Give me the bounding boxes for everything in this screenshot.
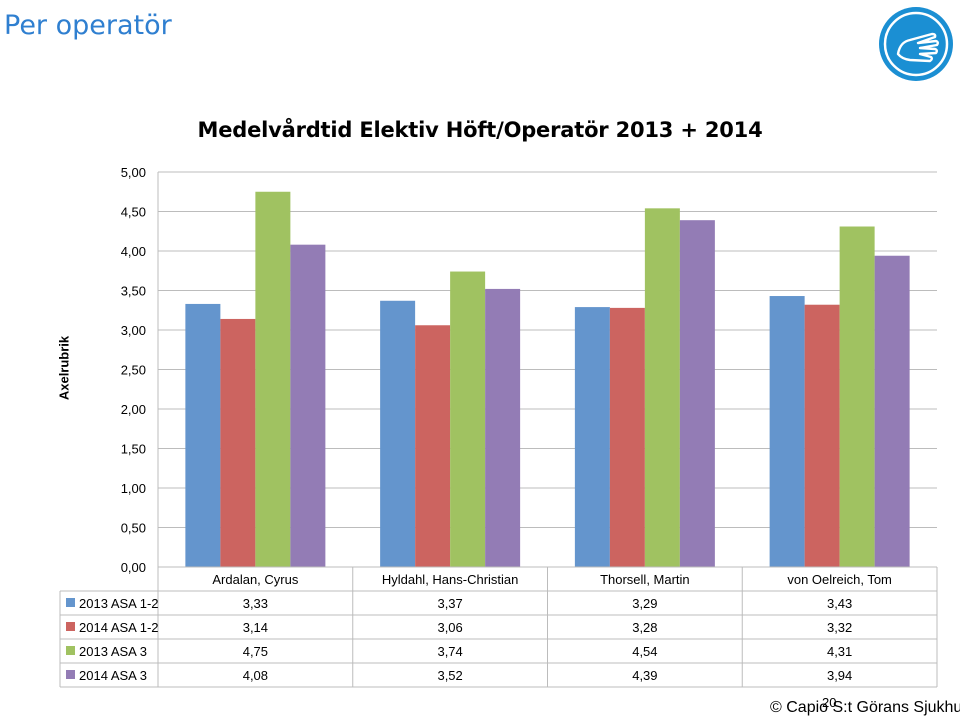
- bar: [769, 296, 805, 567]
- bar: [574, 307, 610, 567]
- legend-entry: 2013 ASA 1-2: [79, 596, 159, 611]
- bar: [644, 208, 680, 567]
- category-label: Thorsell, Martin: [600, 572, 690, 587]
- bar: [450, 271, 486, 567]
- data-label: 4,08: [243, 668, 268, 683]
- data-label: 3,52: [437, 668, 462, 683]
- data-label: 3,14: [243, 620, 268, 635]
- legend-entry: 2014 ASA 1-2: [79, 620, 159, 635]
- data-label: 3,28: [632, 620, 657, 635]
- legend-entry: 2013 ASA 3: [79, 644, 147, 659]
- legend-swatch: [66, 598, 75, 607]
- y-tick-label: 5,00: [121, 165, 146, 180]
- data-label: 3,94: [827, 668, 852, 683]
- bar: [485, 288, 521, 567]
- category-label: von Oelreich, Tom: [787, 572, 892, 587]
- bar: [255, 191, 291, 567]
- bars: [185, 191, 910, 568]
- data-label: 4,39: [632, 668, 657, 683]
- legend-swatch: [66, 646, 75, 655]
- y-tick-label: 2,00: [121, 402, 146, 417]
- bar: [290, 244, 326, 567]
- bar: [185, 303, 221, 567]
- legend-swatch: [66, 622, 75, 631]
- category-label: Hyldahl, Hans-Christian: [382, 572, 519, 587]
- data-label: 3,43: [827, 596, 852, 611]
- bar: [804, 304, 840, 567]
- data-label: 3,37: [437, 596, 462, 611]
- bar: [679, 220, 715, 567]
- data-label: 3,74: [437, 644, 462, 659]
- y-tick-label: 0,50: [121, 521, 146, 536]
- data-label: 3,29: [632, 596, 657, 611]
- y-tick-label: 3,50: [121, 284, 146, 299]
- y-tick-label: 3,00: [121, 323, 146, 338]
- y-tick-label: 4,00: [121, 244, 146, 259]
- bar: [380, 300, 416, 567]
- data-label: 4,54: [632, 644, 657, 659]
- hand-logo-icon: [879, 7, 953, 81]
- y-axis-ticks: 0,00 0,50 1,00 1,50 2,00 2,50 3,00 3,50 4,00 4,50…: [121, 165, 146, 575]
- footer-copyright: © Capio S:t Görans Sjukhus: [770, 699, 960, 716]
- y-tick-label: 1,00: [121, 481, 146, 496]
- slide-title: Per operatör: [4, 10, 172, 41]
- data-label: 4,75: [243, 644, 268, 659]
- data-label: 3,06: [437, 620, 462, 635]
- legend-swatch: [66, 670, 75, 679]
- y-tick-label: 2,50: [121, 363, 146, 378]
- y-tick-label: 0,00: [121, 560, 146, 575]
- legend-entry: 2014 ASA 3: [79, 668, 147, 683]
- bar: [839, 226, 875, 567]
- page-number: 20: [822, 695, 837, 710]
- bar: [220, 318, 256, 567]
- data-label: 3,32: [827, 620, 852, 635]
- bar: [609, 307, 645, 567]
- data-label: 3,33: [243, 596, 268, 611]
- category-label: Ardalan, Cyrus: [212, 572, 298, 587]
- y-tick-label: 4,50: [121, 205, 146, 220]
- chart-title: Medelvårdtid Elektiv Höft/Operatör 2013 …: [197, 118, 763, 142]
- data-table: Ardalan, Cyrus Hyldahl, Hans-Christian Tho…: [59, 566, 938, 688]
- data-label: 4,31: [827, 644, 852, 659]
- bar: [874, 255, 910, 568]
- bar: [415, 325, 451, 567]
- y-tick-label: 1,50: [121, 442, 146, 457]
